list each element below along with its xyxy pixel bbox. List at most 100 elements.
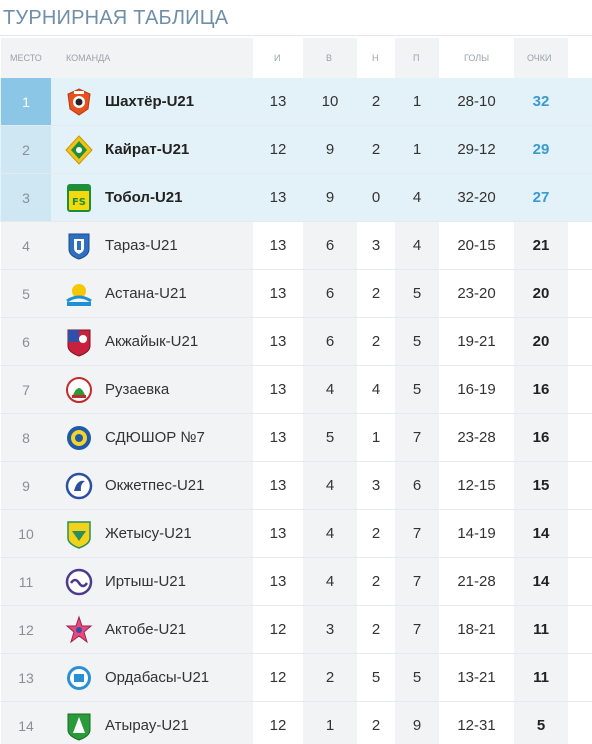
won-cell: 5 (325, 429, 335, 446)
played-cell: 12 (269, 621, 287, 638)
tobol-logo: FS (65, 183, 93, 213)
team-name[interactable]: Рузаевка (105, 381, 170, 398)
team-name[interactable]: Тараз-U21 (105, 237, 178, 254)
table-row[interactable]: 2 Кайрат-U21 12 9 2 1 29-12 29 (0, 126, 592, 174)
played-cell: 12 (269, 717, 287, 734)
header-drawn: Н (372, 53, 379, 63)
team-name[interactable]: Жетысу-U21 (105, 525, 192, 542)
goals-cell: 32-20 (457, 189, 496, 206)
drawn-cell: 2 (371, 621, 381, 638)
lost-cell: 4 (412, 189, 422, 206)
team-name[interactable]: Астана-U21 (105, 285, 187, 302)
rank-box (1, 174, 51, 222)
drawn-cell: 3 (371, 477, 381, 494)
goals-cell: 20-15 (457, 237, 496, 254)
drawn-cell: 2 (371, 525, 381, 542)
team-name[interactable]: Тобол-U21 (105, 189, 183, 206)
lost-cell: 9 (412, 717, 422, 734)
okzhetpes-logo (65, 471, 93, 501)
akzhayik-logo (65, 327, 93, 357)
rank-cell: 6 (22, 334, 30, 350)
title-divider (0, 35, 592, 36)
rank-cell: 8 (22, 430, 30, 446)
page-title: ТУРНИРНАЯ ТАБЛИЦА (3, 7, 229, 29)
goals-cell: 19-21 (457, 333, 496, 350)
points-cell: 11 (533, 669, 549, 686)
points-cell: 32 (532, 93, 550, 110)
played-cell: 13 (269, 333, 287, 350)
lost-cell: 7 (412, 525, 422, 542)
table-row[interactable]: 5 Астана-U21 13 6 2 5 23-20 20 (0, 270, 592, 318)
table-row[interactable]: 10 Жетысу-U21 13 4 2 7 14-19 14 (0, 510, 592, 558)
row-divider (0, 269, 592, 270)
team-name[interactable]: Шахтёр-U21 (105, 93, 195, 110)
drawn-cell: 2 (371, 285, 381, 302)
rank-cell: 2 (22, 142, 30, 158)
title-bar: ТУРНИРНАЯ ТАБЛИЦА (0, 0, 592, 38)
drawn-cell: 3 (371, 237, 381, 254)
points-cell: 16 (532, 381, 550, 398)
table-row[interactable]: 1 Шахтёр-U21 13 10 2 1 28-10 32 (0, 78, 592, 126)
won-cell: 4 (325, 477, 335, 494)
team-name[interactable]: Окжетпес-U21 (105, 477, 205, 494)
won-cell: 4 (325, 381, 335, 398)
played-cell: 13 (269, 189, 287, 206)
ruzaevka-logo (65, 375, 93, 405)
rank-cell: 14 (18, 718, 34, 734)
drawn-cell: 5 (371, 669, 381, 686)
rank-cell: 3 (22, 190, 30, 206)
played-cell: 13 (269, 525, 287, 542)
table-row[interactable]: 14 Атырау-U21 12 1 2 9 12-31 5 (0, 702, 592, 744)
played-cell: 13 (269, 381, 287, 398)
sdyushor-logo (65, 423, 93, 453)
lost-cell: 5 (412, 381, 422, 398)
team-name[interactable]: СДЮШОР №7 (105, 429, 205, 446)
table-row[interactable]: 6 Акжайык-U21 13 6 2 5 19-21 20 (0, 318, 592, 366)
goals-cell: 16-19 (457, 381, 496, 398)
drawn-cell: 2 (371, 333, 381, 350)
header-lost: П (413, 53, 420, 63)
drawn-cell: 2 (371, 141, 381, 158)
goals-cell: 18-21 (457, 621, 496, 638)
team-name[interactable]: Иртыш-U21 (105, 573, 186, 590)
drawn-cell: 4 (371, 381, 381, 398)
played-cell: 13 (269, 573, 287, 590)
row-divider (0, 557, 592, 558)
played-cell: 12 (269, 141, 287, 158)
won-cell: 6 (325, 333, 335, 350)
table-row[interactable]: 11 Иртыш-U21 13 4 2 7 21-28 14 (0, 558, 592, 606)
table-row[interactable]: 4 Тараз-U21 13 6 3 4 20-15 21 (0, 222, 592, 270)
won-cell: 6 (325, 285, 335, 302)
table-header: МЕСТО КОМАНДА И В Н П ГОЛЫ ОЧКИ (0, 38, 592, 78)
points-cell: 21 (532, 237, 550, 254)
won-cell: 10 (321, 93, 339, 110)
team-name[interactable]: Атырау-U21 (105, 717, 189, 734)
rank-cell: 4 (22, 238, 30, 254)
table-row[interactable]: 8 СДЮШОР №7 13 5 1 7 23-28 16 (0, 414, 592, 462)
row-divider (0, 221, 592, 222)
won-cell: 9 (325, 141, 335, 158)
played-cell: 13 (269, 93, 287, 110)
row-divider (0, 317, 592, 318)
team-name[interactable]: Ордабасы-U21 (105, 669, 210, 686)
row-divider (0, 365, 592, 366)
points-cell: 14 (532, 525, 550, 542)
played-cell: 13 (269, 429, 287, 446)
table-row[interactable]: 13 Ордабасы-U21 12 2 5 5 13-21 11 (0, 654, 592, 702)
won-cell: 4 (325, 525, 335, 542)
table-row[interactable]: 9 Окжетпес-U21 13 4 3 6 12-15 15 (0, 462, 592, 510)
points-cell: 15 (532, 477, 550, 494)
team-name[interactable]: Кайрат-U21 (105, 141, 190, 158)
team-name[interactable]: Акжайык-U21 (105, 333, 199, 350)
table-row[interactable]: 3 FS Тобол-U21 13 9 0 4 32-20 27 (0, 174, 592, 222)
points-cell: 14 (532, 573, 550, 590)
row-divider (0, 461, 592, 462)
svg-text:FS: FS (72, 197, 86, 208)
lost-cell: 6 (412, 477, 422, 494)
row-divider (0, 701, 592, 702)
rank-cell: 1 (22, 94, 30, 110)
table-row[interactable]: 12 Актобе-U21 12 3 2 7 18-21 11 (0, 606, 592, 654)
team-name[interactable]: Актобе-U21 (105, 621, 187, 638)
table-row[interactable]: 7 Рузаевка 13 4 4 5 16-19 16 (0, 366, 592, 414)
drawn-cell: 2 (371, 93, 381, 110)
